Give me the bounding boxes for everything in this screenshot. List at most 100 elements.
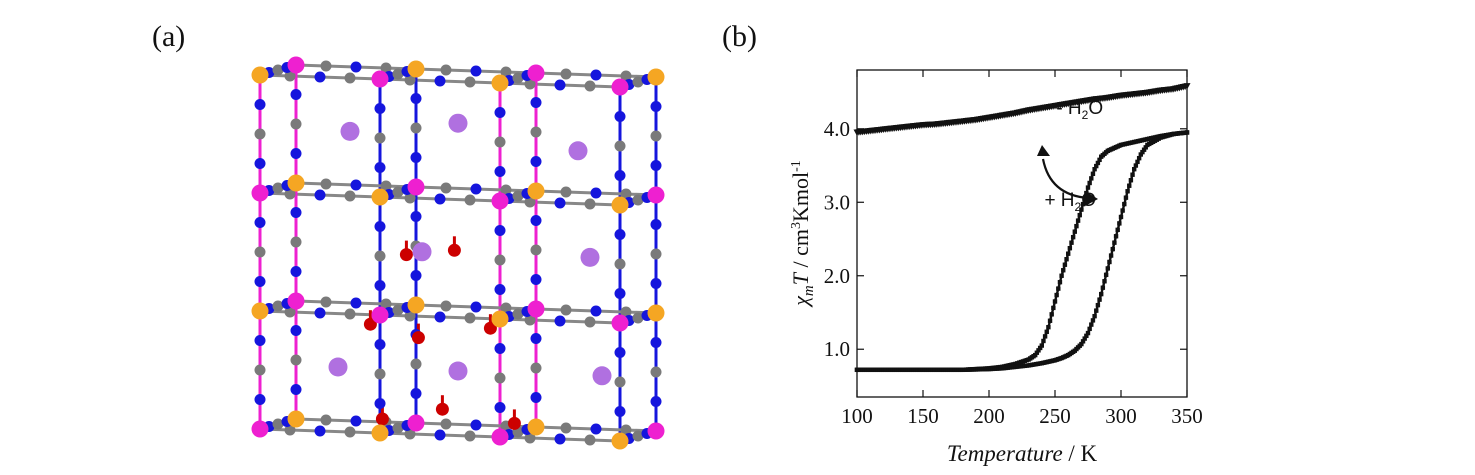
atom (374, 132, 386, 144)
annotation-label-sub: 2 (1075, 200, 1082, 214)
atom (554, 433, 566, 445)
atom (568, 141, 588, 161)
atom (320, 414, 332, 426)
y-axis-label: χmT / cm3Kmol-1 (788, 160, 817, 308)
atom (374, 221, 386, 232)
atom (380, 298, 392, 310)
atom (380, 62, 392, 74)
atom (287, 56, 305, 74)
atom (254, 246, 266, 258)
atom (560, 186, 572, 198)
data-point (1097, 297, 1102, 302)
data-point (1090, 171, 1096, 176)
atom (491, 310, 509, 328)
atom (375, 412, 389, 426)
atom (611, 432, 629, 450)
data-point (1103, 272, 1109, 278)
data-point (1034, 350, 1040, 355)
atom (494, 372, 506, 384)
data-point (1074, 223, 1079, 229)
atom (272, 418, 284, 430)
atom (530, 244, 542, 256)
atom (404, 310, 416, 322)
atom (650, 101, 662, 112)
atom (272, 182, 284, 194)
annotation-arrowhead-right (1085, 191, 1098, 206)
annotation-label: + H2O (1044, 190, 1096, 214)
atom (410, 388, 422, 399)
atom (500, 184, 512, 196)
atom (374, 368, 386, 380)
data-point (1102, 279, 1107, 284)
data-point (1049, 312, 1054, 317)
annotation-label-prefix: + H (1044, 190, 1074, 211)
annotation-label-sub: 2 (1082, 108, 1089, 122)
atom (614, 258, 626, 270)
atom (411, 331, 425, 345)
atom (650, 366, 662, 378)
data-point (1128, 178, 1134, 183)
atom (350, 179, 362, 191)
data-point (1064, 257, 1069, 262)
data-point (1130, 172, 1135, 177)
series-layer (853, 83, 1191, 373)
atom (314, 189, 326, 201)
atom (647, 304, 665, 322)
x-tick-label: 350 (1171, 404, 1203, 428)
atom (448, 113, 468, 133)
atom (287, 410, 305, 428)
atom (554, 79, 566, 91)
atom (320, 296, 332, 308)
atom (254, 364, 266, 376)
atom (254, 99, 266, 110)
data-point (1094, 308, 1099, 313)
data-point (1123, 195, 1129, 200)
atom (254, 158, 266, 169)
atom (494, 254, 506, 266)
series-1 (853, 83, 1191, 136)
atom (374, 103, 386, 114)
atom (512, 308, 524, 320)
atom (650, 160, 662, 171)
atom (254, 128, 266, 140)
plot-frame (856, 69, 1188, 398)
annotation-label: - H2O (1056, 98, 1103, 122)
atom (470, 419, 482, 431)
data-point (1136, 155, 1142, 161)
atom (530, 392, 542, 403)
y-label-T: T (788, 271, 813, 285)
atom (392, 68, 404, 80)
data-point (1052, 299, 1058, 304)
atom (584, 434, 596, 446)
atom (614, 170, 626, 181)
atom (530, 156, 542, 167)
data-point (1042, 334, 1048, 339)
atom (494, 136, 506, 148)
atom (584, 80, 596, 92)
data-point (1046, 324, 1051, 330)
data-point (1122, 201, 1127, 207)
data-point (1085, 185, 1091, 190)
atom (584, 316, 596, 328)
atom (290, 266, 302, 277)
data-point (1133, 163, 1139, 168)
atom (470, 301, 482, 313)
x-tick-label: 250 (1039, 404, 1071, 428)
atom (611, 78, 629, 96)
atom (412, 242, 432, 262)
data-point (1135, 159, 1140, 165)
atom (350, 61, 362, 73)
atom (435, 402, 449, 416)
atom (650, 130, 662, 142)
data-point (1059, 273, 1064, 278)
atom (410, 93, 422, 104)
atom (494, 343, 506, 354)
atom (440, 300, 452, 312)
data-point (1112, 240, 1117, 245)
annotation-arrow (1041, 158, 1089, 200)
atom (410, 270, 422, 281)
atom (328, 357, 348, 377)
atom (530, 215, 542, 226)
data-point (1051, 305, 1056, 311)
atom (494, 225, 506, 236)
